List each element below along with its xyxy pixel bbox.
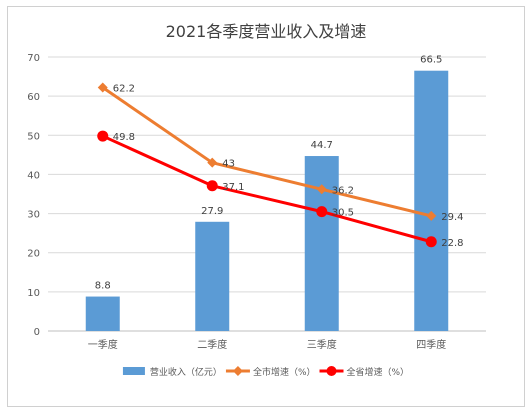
legend-swatch [122,367,145,375]
legend: 营业收入（亿元） 全市增速（%） 全省增速（%） [122,366,410,378]
data-label: 29.4 [441,212,463,223]
y-tick-label: 60 [27,92,40,103]
data-label: 22.8 [441,238,463,249]
point [207,157,218,168]
legend-item: 营业收入（亿元） [122,366,222,378]
x-axis: 一季度 二季度 三季度 四季度 [88,338,447,351]
y-tick-label: 70 [27,53,40,64]
legend-marker [326,366,337,376]
y-axis: 0 10 20 30 40 50 60 70 [27,53,40,338]
legend-label: 营业收入（亿元） [150,366,222,378]
legend-marker [232,366,243,376]
point [97,82,108,93]
x-tick-label: 四季度 [416,338,446,351]
point [426,210,437,221]
data-label: 30.5 [332,208,354,219]
series-line [101,134,433,244]
point [425,236,437,248]
point [206,180,218,192]
bar [85,296,120,331]
y-tick-label: 10 [27,288,40,299]
legend-label: 全省增速（%） [347,366,410,378]
bar [414,70,449,331]
series-line [101,86,433,218]
point [97,130,109,142]
data-label: 44.7 [311,140,333,151]
data-label: 36.2 [332,185,354,196]
data-label: 49.8 [113,132,135,143]
data-labels: 8.8 27.9 44.7 66.5 62.2 43 36.2 29.4 49.8 37.1 30.… [95,55,464,292]
line-series [97,82,437,248]
bar-series [85,70,449,331]
x-tick-label: 一季度 [88,338,118,351]
x-tick-label: 二季度 [197,338,227,351]
bar [304,156,339,331]
y-tick-label: 50 [27,131,40,142]
y-tick-label: 30 [27,210,40,221]
data-label: 66.5 [420,55,442,66]
data-label: 43 [222,159,235,170]
x-tick-label: 三季度 [307,338,337,351]
gridlines [48,56,486,332]
bar [195,221,230,331]
data-label: 62.2 [113,84,135,95]
point [316,206,328,218]
y-tick-label: 40 [27,170,40,181]
chart-title: 2021各季度营业收入及增速 [166,22,367,41]
legend-item: 全省增速（%） [319,366,410,378]
point [316,184,327,195]
y-tick-label: 20 [27,249,40,260]
legend-label: 全市增速（%） [253,366,316,378]
data-label: 27.9 [201,206,223,217]
data-label: 8.8 [95,281,111,292]
legend-item: 全市增速（%） [225,366,316,378]
data-label: 37.1 [222,182,244,193]
y-tick-label: 0 [34,327,40,338]
